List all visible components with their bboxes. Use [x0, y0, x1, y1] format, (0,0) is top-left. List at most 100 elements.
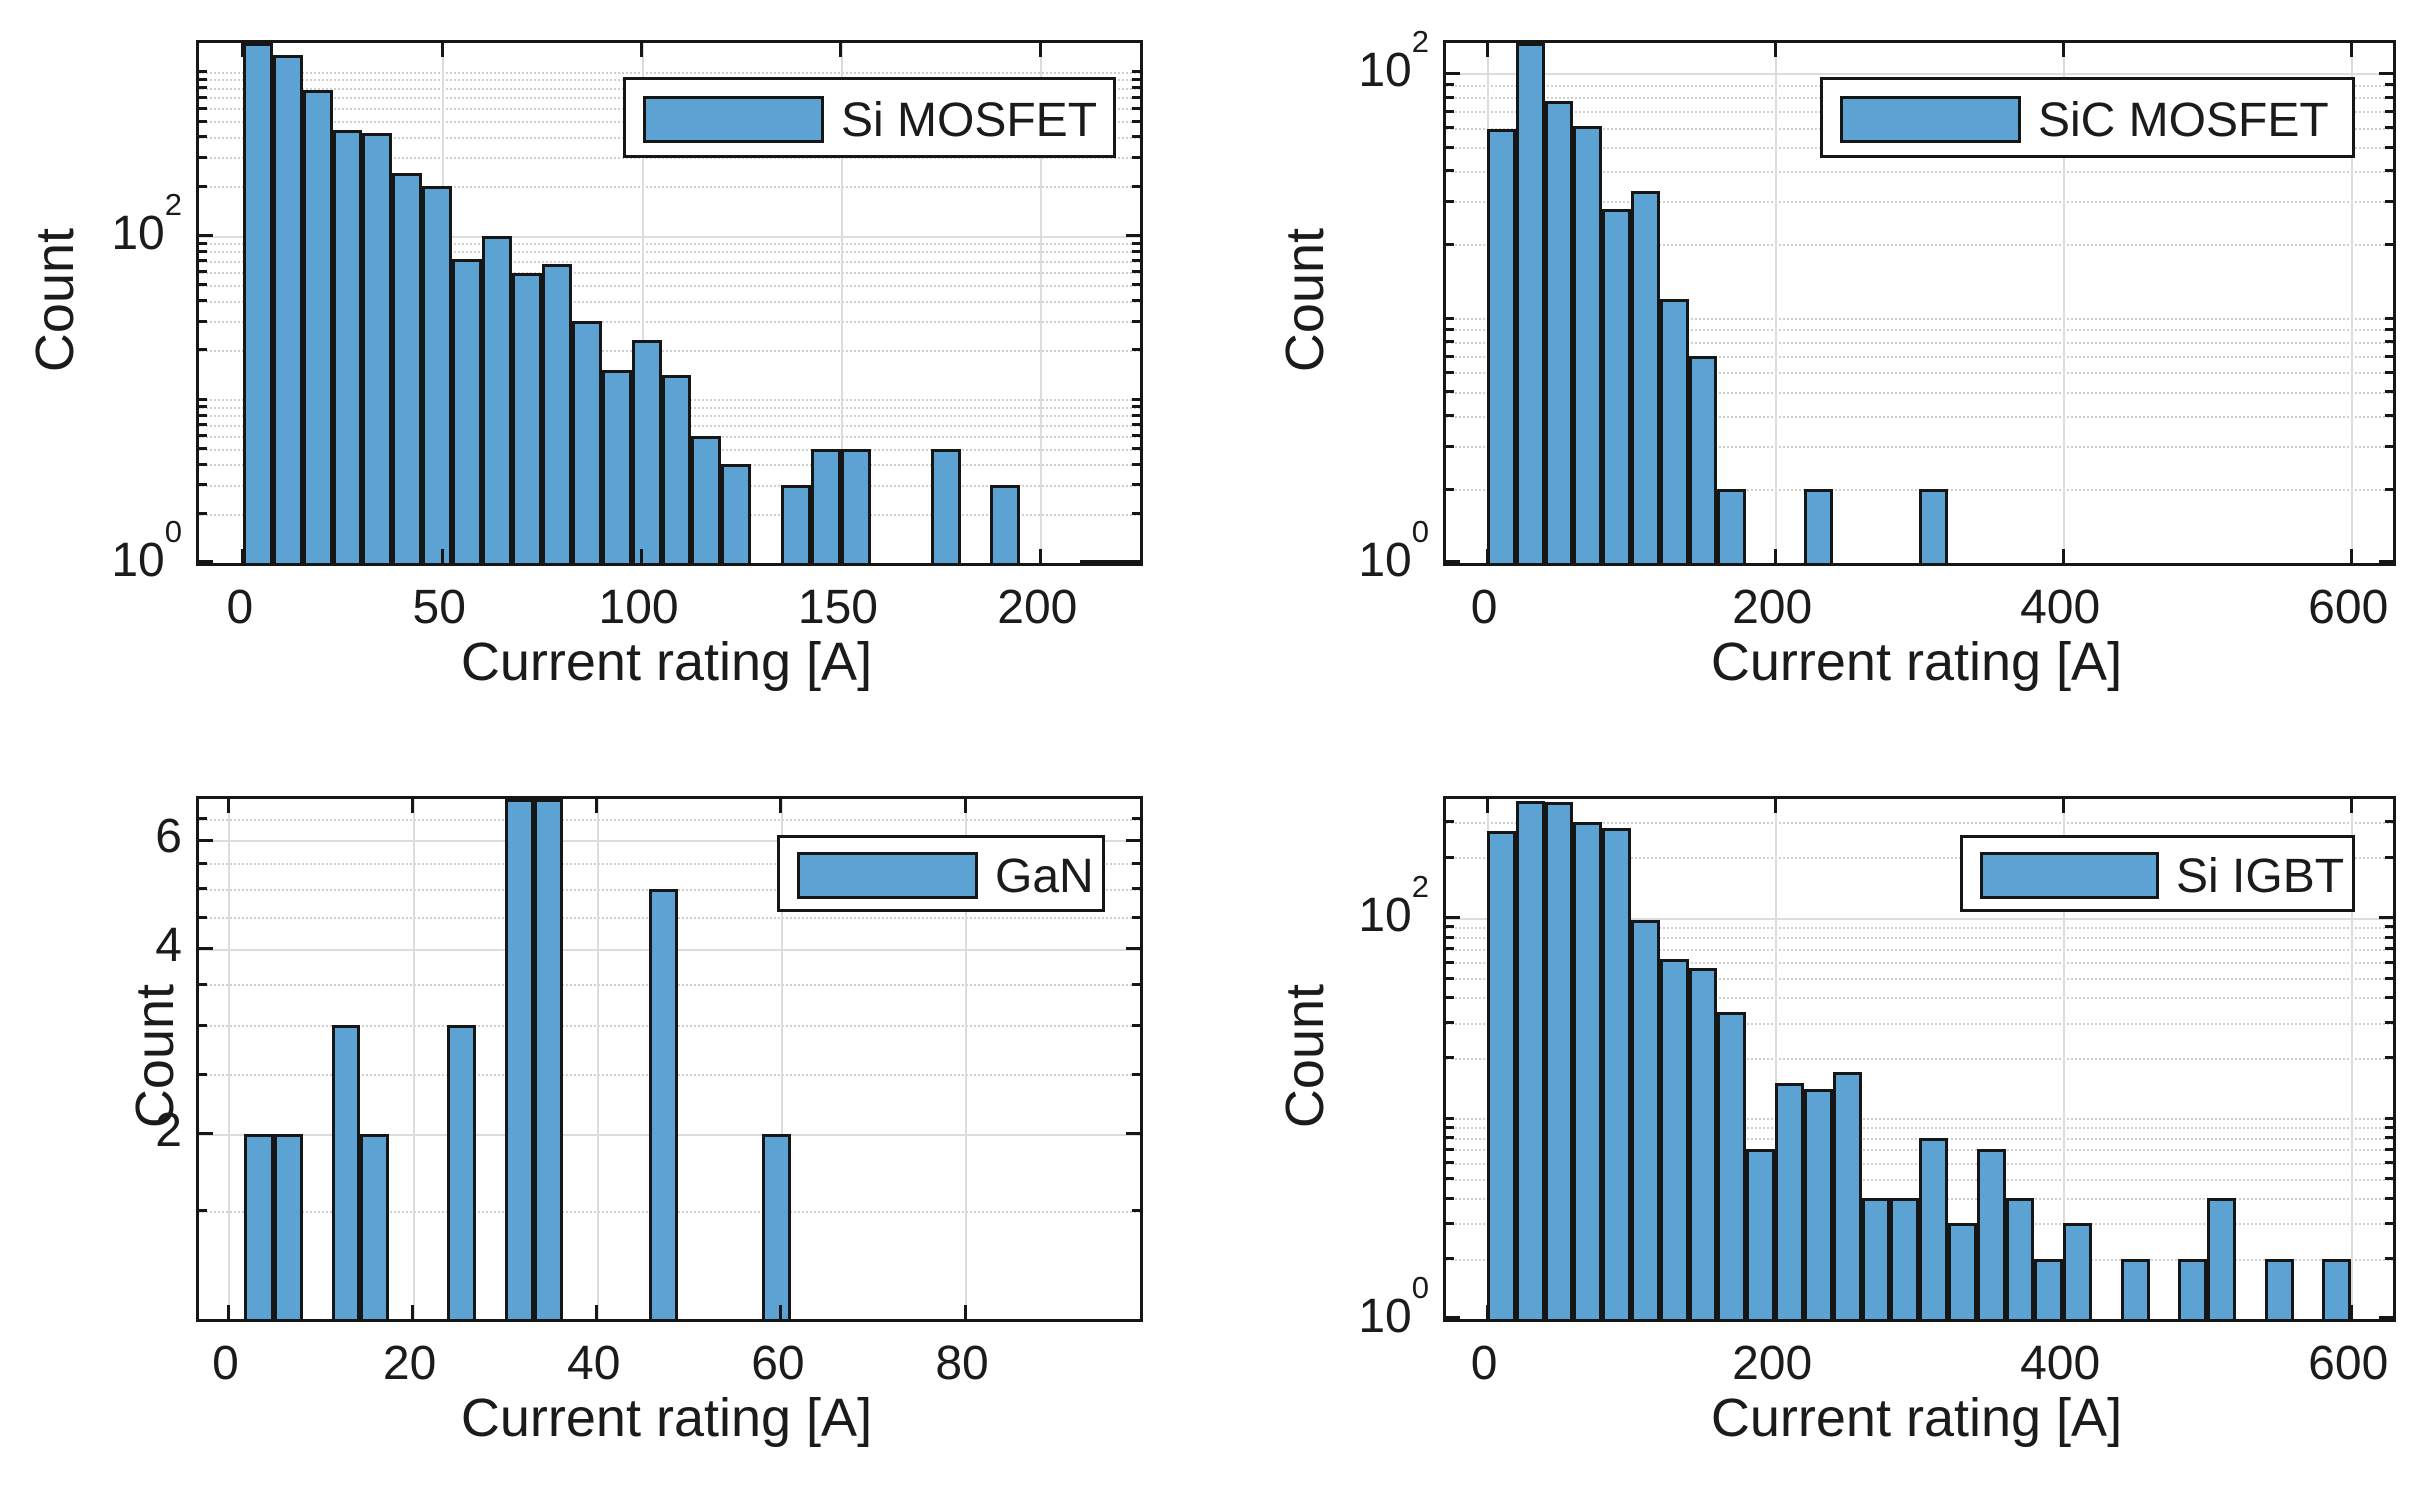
- legend-sic-mosfet: SiC MOSFET: [1820, 77, 2355, 158]
- y-tick-mark: [1446, 560, 1460, 563]
- y-minor-tick-mark: [1132, 423, 1140, 427]
- y-minor-tick-mark: [199, 413, 207, 417]
- x-tick-label: 0: [1470, 1337, 1498, 1390]
- y-tick-label: 102: [111, 186, 182, 260]
- y-minor-tick-mark: [1132, 434, 1140, 438]
- y-minor-tick-mark: [1132, 106, 1140, 110]
- y-tick-label: 100: [111, 514, 182, 587]
- y-minor-tick-mark: [199, 915, 207, 919]
- x-tick-label: 0: [226, 581, 254, 634]
- y-minor-tick-mark: [1446, 370, 1454, 374]
- y-minor-tick-mark: [1446, 327, 1454, 331]
- major-gridline: [2351, 43, 2354, 563]
- y-minor-tick-mark: [1132, 86, 1140, 90]
- histogram-bar: [1803, 489, 1833, 563]
- x-tick-mark: [226, 799, 230, 813]
- x-tick-mark: [1773, 43, 1777, 57]
- minor-gridline: [199, 71, 1140, 74]
- histogram-bar: [1515, 43, 1545, 563]
- histogram-bar: [1515, 800, 1545, 1319]
- x-tick-mark: [440, 549, 444, 563]
- histogram-bar: [1487, 129, 1516, 563]
- subplot-si-mosfet: Si MOSFET: [196, 40, 1143, 566]
- y-tick-label: 6: [155, 810, 182, 864]
- x-axis-label-2: Current rating [A]: [1710, 632, 2123, 692]
- histogram-bar: [272, 55, 303, 563]
- y-minor-tick-mark: [1132, 1209, 1140, 1213]
- histogram-bar: [2120, 1258, 2150, 1319]
- x-tick-mark: [1485, 799, 1489, 813]
- y-minor-tick-mark: [1446, 145, 1454, 149]
- legend-swatch-icon: [643, 96, 824, 143]
- histogram-bar: [512, 273, 542, 563]
- legend-swatch-icon: [797, 852, 978, 899]
- y-minor-tick-mark: [199, 462, 207, 466]
- x-tick-mark: [2349, 43, 2353, 57]
- y-tick-mark: [1126, 947, 1140, 951]
- minor-gridline: [1446, 857, 2393, 860]
- histogram-bar: [1890, 1198, 1920, 1319]
- histogram-bar: [1775, 1082, 1804, 1319]
- y-minor-tick-mark: [199, 1209, 207, 1213]
- x-tick-label: 200: [1732, 1337, 1813, 1390]
- y-minor-tick-mark: [199, 249, 207, 253]
- histogram-bar: [1717, 489, 1747, 563]
- y-minor-tick-mark: [1446, 1257, 1454, 1261]
- histogram-bar: [1717, 1011, 1747, 1319]
- minor-gridline: [1446, 372, 2393, 375]
- y-minor-tick-mark: [1446, 169, 1454, 173]
- y-minor-tick-mark: [199, 270, 207, 274]
- y-minor-tick-mark: [199, 77, 207, 81]
- y-minor-tick-mark: [1132, 483, 1140, 487]
- histogram-bar: [1919, 1137, 1948, 1319]
- y-minor-tick-mark: [2385, 1161, 2393, 1165]
- histogram-bar: [331, 1025, 361, 1319]
- histogram-bar: [1573, 125, 1603, 563]
- histogram-bar: [362, 133, 393, 563]
- y-minor-tick-mark: [1446, 1177, 1454, 1181]
- y-tick-mark: [2379, 916, 2393, 920]
- y-minor-tick-mark: [199, 405, 207, 409]
- x-axis-label-4: Current rating [A]: [1710, 1388, 2123, 1448]
- major-gridline: [1446, 73, 2393, 76]
- y-minor-tick-mark: [199, 1023, 207, 1027]
- y-minor-tick-mark: [1446, 354, 1454, 358]
- y-minor-tick-mark: [2385, 370, 2393, 374]
- histogram-bar: [1544, 802, 1574, 1319]
- histogram-bar: [1976, 1149, 2006, 1319]
- x-tick-mark: [1773, 549, 1777, 563]
- minor-gridline: [1446, 948, 2393, 951]
- y-minor-tick-mark: [199, 106, 207, 110]
- histogram-bar: [661, 375, 692, 563]
- legend-gan: GaN: [777, 835, 1105, 912]
- y-minor-tick-mark: [2385, 976, 2393, 980]
- y-minor-tick-mark: [1132, 241, 1140, 245]
- y-minor-tick-mark: [1446, 925, 1454, 929]
- x-tick-mark: [1038, 43, 1042, 57]
- y-minor-tick-mark: [199, 283, 207, 287]
- minor-gridline: [199, 321, 1140, 324]
- histogram-bar: [2322, 1258, 2352, 1319]
- histogram-bar: [721, 464, 752, 563]
- y-minor-tick-mark: [199, 1072, 207, 1076]
- y-minor-tick-mark: [1132, 270, 1140, 274]
- y-minor-tick-mark: [2385, 390, 2393, 394]
- histogram-bar: [2178, 1258, 2208, 1319]
- y-minor-tick-mark: [2385, 242, 2393, 246]
- histogram-bar: [2005, 1198, 2035, 1319]
- histogram-bar: [273, 1133, 304, 1319]
- minor-gridline: [1446, 170, 2393, 173]
- histogram-bar: [446, 1025, 477, 1319]
- y-tick-mark: [199, 1132, 213, 1136]
- x-tick-label: 400: [2020, 581, 2101, 634]
- x-tick-label: 150: [797, 581, 878, 634]
- x-tick-mark: [241, 43, 245, 57]
- histogram-bar: [332, 129, 363, 563]
- y-minor-tick-mark: [1446, 1116, 1454, 1120]
- x-tick-mark: [2349, 799, 2353, 813]
- y-minor-tick-mark: [1446, 1056, 1454, 1060]
- minor-gridline: [1446, 1127, 2393, 1130]
- major-gridline: [1446, 917, 2393, 920]
- y-minor-tick-mark: [2385, 1136, 2393, 1140]
- x-tick-label: 40: [567, 1337, 621, 1390]
